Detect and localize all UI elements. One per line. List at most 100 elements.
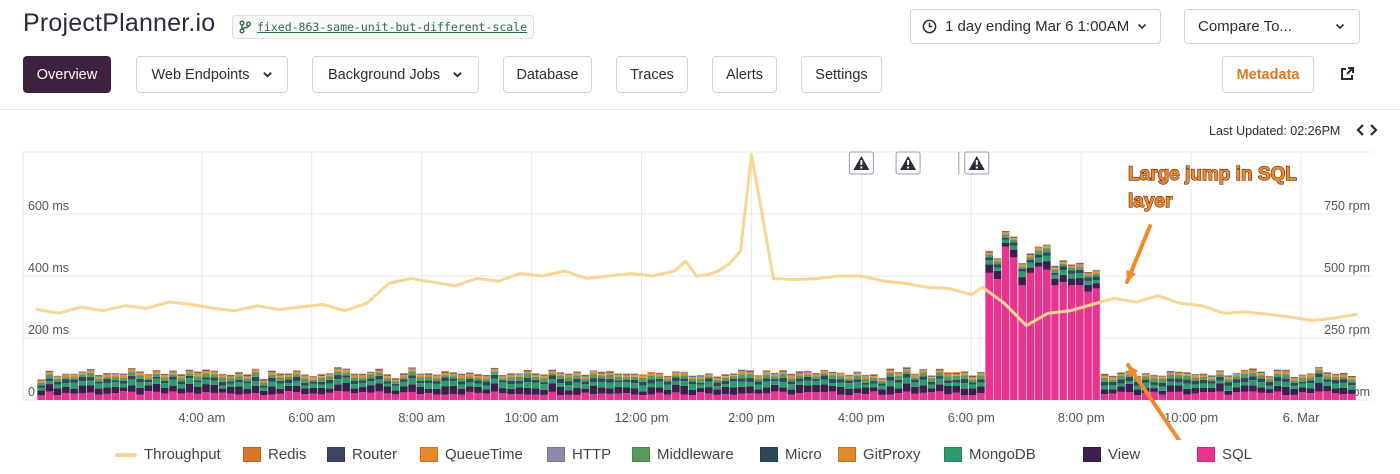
bar-segment-micro bbox=[1282, 378, 1290, 383]
legend-item-queuetime[interactable]: QueueTime bbox=[420, 446, 523, 463]
bar-segment-sql bbox=[1265, 393, 1274, 400]
bar-segment-gitproxy bbox=[309, 378, 317, 380]
bar-segment-micro bbox=[1117, 379, 1125, 384]
bar-segment-middleware bbox=[523, 373, 532, 378]
legend-item-http[interactable]: HTTP bbox=[547, 446, 611, 463]
bar-segment-queuetime bbox=[1018, 264, 1026, 266]
bar-segment-sql bbox=[185, 392, 194, 400]
tab-settings[interactable]: Settings bbox=[801, 56, 882, 93]
bar-segment-view bbox=[911, 386, 919, 394]
legend-item-throughput[interactable]: Throughput bbox=[115, 446, 221, 463]
bar-segment-queuetime bbox=[136, 373, 144, 375]
compare-to-select[interactable]: Compare To... bbox=[1184, 9, 1360, 44]
bar-segment-micro bbox=[738, 378, 746, 382]
bar-segment-sql bbox=[1084, 291, 1092, 400]
bar-segment-middleware bbox=[1084, 275, 1092, 278]
bar-segment-mongodb bbox=[845, 383, 853, 390]
bar-segment-middleware bbox=[639, 377, 647, 382]
metadata-button[interactable]: Metadata bbox=[1222, 56, 1314, 93]
bar-segment-middleware bbox=[935, 372, 944, 377]
bar-segment-sql bbox=[325, 392, 334, 400]
bar-segment-sql bbox=[210, 392, 219, 400]
bar-segment-middleware bbox=[160, 377, 169, 381]
tab-background-jobs[interactable]: Background Jobs bbox=[312, 56, 479, 93]
bar-segment-gitproxy bbox=[548, 372, 557, 374]
bar-segment-router bbox=[259, 379, 268, 381]
bar-segment-http bbox=[878, 378, 886, 380]
bar-segment-queuetime bbox=[770, 374, 779, 376]
bar-segment-gitproxy bbox=[688, 377, 697, 380]
external-link-icon[interactable] bbox=[1339, 66, 1355, 82]
bar-segment-queuetime bbox=[95, 376, 103, 378]
bar-segment-gitproxy bbox=[400, 376, 408, 378]
bar-segment-redis bbox=[820, 369, 829, 371]
bar-segment-mongodb bbox=[185, 378, 194, 384]
bar-segment-http bbox=[993, 259, 1002, 260]
bar-segment-redis bbox=[243, 374, 252, 375]
bar-segment-router bbox=[1141, 373, 1150, 375]
legend-item-micro[interactable]: Micro bbox=[760, 446, 822, 463]
bar-segment-micro bbox=[952, 380, 960, 383]
bar-segment-middleware bbox=[1059, 263, 1068, 267]
branch-name[interactable]: fixed-863-same-unit-but-different-scale bbox=[257, 20, 528, 34]
bar-segment-micro bbox=[1158, 382, 1167, 387]
bar-segment-queuetime bbox=[902, 369, 911, 371]
bar-segment-queuetime bbox=[746, 372, 754, 374]
bar-segment-gitproxy bbox=[515, 375, 524, 377]
tab-alerts[interactable]: Alerts bbox=[712, 56, 777, 93]
bar-segment-queuetime bbox=[647, 373, 655, 375]
tab-traces[interactable]: Traces bbox=[616, 56, 688, 93]
bar-segment-gitproxy bbox=[1051, 268, 1059, 270]
bar-segment-view bbox=[614, 387, 623, 394]
bar-segment-queuetime bbox=[367, 373, 375, 374]
bar-segment-mongodb bbox=[375, 379, 383, 384]
branch-badge[interactable]: fixed-863-same-unit-but-different-scale bbox=[232, 15, 535, 39]
bar-segment-micro bbox=[614, 380, 623, 383]
bar-segment-gitproxy bbox=[1265, 378, 1274, 380]
expand-chart-icon[interactable] bbox=[1356, 123, 1378, 137]
bar-segment-router bbox=[581, 375, 590, 377]
bar-segment-mongodb bbox=[985, 260, 993, 265]
bar-segment-view bbox=[449, 385, 458, 394]
bar-segment-queuetime bbox=[474, 375, 482, 377]
bar-segment-queuetime bbox=[581, 377, 590, 378]
bar-segment-router bbox=[713, 377, 721, 378]
tab-database[interactable]: Database bbox=[503, 56, 592, 93]
legend-item-router[interactable]: Router bbox=[327, 446, 397, 463]
bar-segment-sql bbox=[1298, 392, 1307, 400]
chevron-down-icon bbox=[1137, 23, 1147, 30]
bar-segment-sql bbox=[1051, 285, 1059, 400]
bar-segment-sql bbox=[705, 393, 713, 400]
legend-item-gitproxy[interactable]: GitProxy bbox=[838, 446, 921, 463]
bar-segment-gitproxy bbox=[630, 376, 639, 377]
bar-segment-gitproxy bbox=[95, 377, 103, 379]
legend-item-view[interactable]: View bbox=[1083, 446, 1140, 463]
bar-segment-router bbox=[540, 375, 548, 376]
bar-segment-middleware bbox=[812, 376, 820, 379]
bar-segment-gitproxy bbox=[762, 373, 771, 375]
bar-segment-sql bbox=[1240, 391, 1249, 400]
legend-item-redis[interactable]: Redis bbox=[243, 446, 306, 463]
bar-segment-sql bbox=[944, 394, 952, 400]
bar-segment-middleware bbox=[581, 379, 590, 382]
tab-overview[interactable]: Overview bbox=[23, 56, 111, 93]
bar-segment-queuetime bbox=[927, 377, 936, 378]
legend-item-middleware[interactable]: Middleware bbox=[632, 446, 734, 463]
bar-segment-mongodb bbox=[449, 380, 458, 386]
legend-item-sql[interactable]: SQL bbox=[1197, 446, 1252, 463]
bar-segment-middleware bbox=[1092, 273, 1101, 277]
bar-segment-redis bbox=[433, 374, 441, 376]
bar-segment-redis bbox=[1026, 253, 1035, 254]
bar-segment-mongodb bbox=[1108, 385, 1117, 390]
bar-segment-gitproxy bbox=[1331, 376, 1340, 378]
legend-item-mongodb[interactable]: MongoDB bbox=[944, 446, 1036, 463]
bar-segment-redis bbox=[317, 373, 326, 375]
bar-segment-mongodb bbox=[284, 383, 293, 386]
time-range-select[interactable]: 1 day ending Mar 6 1:00AM bbox=[910, 9, 1161, 44]
bar-segment-http bbox=[729, 374, 738, 376]
bar-segment-middleware bbox=[985, 254, 993, 258]
tab-web-endpoints[interactable]: Web Endpoints bbox=[136, 56, 288, 93]
bar-segment-micro bbox=[985, 257, 993, 261]
bar-segment-gitproxy bbox=[622, 376, 631, 378]
x-tick-label: 4:00 pm bbox=[838, 410, 885, 425]
